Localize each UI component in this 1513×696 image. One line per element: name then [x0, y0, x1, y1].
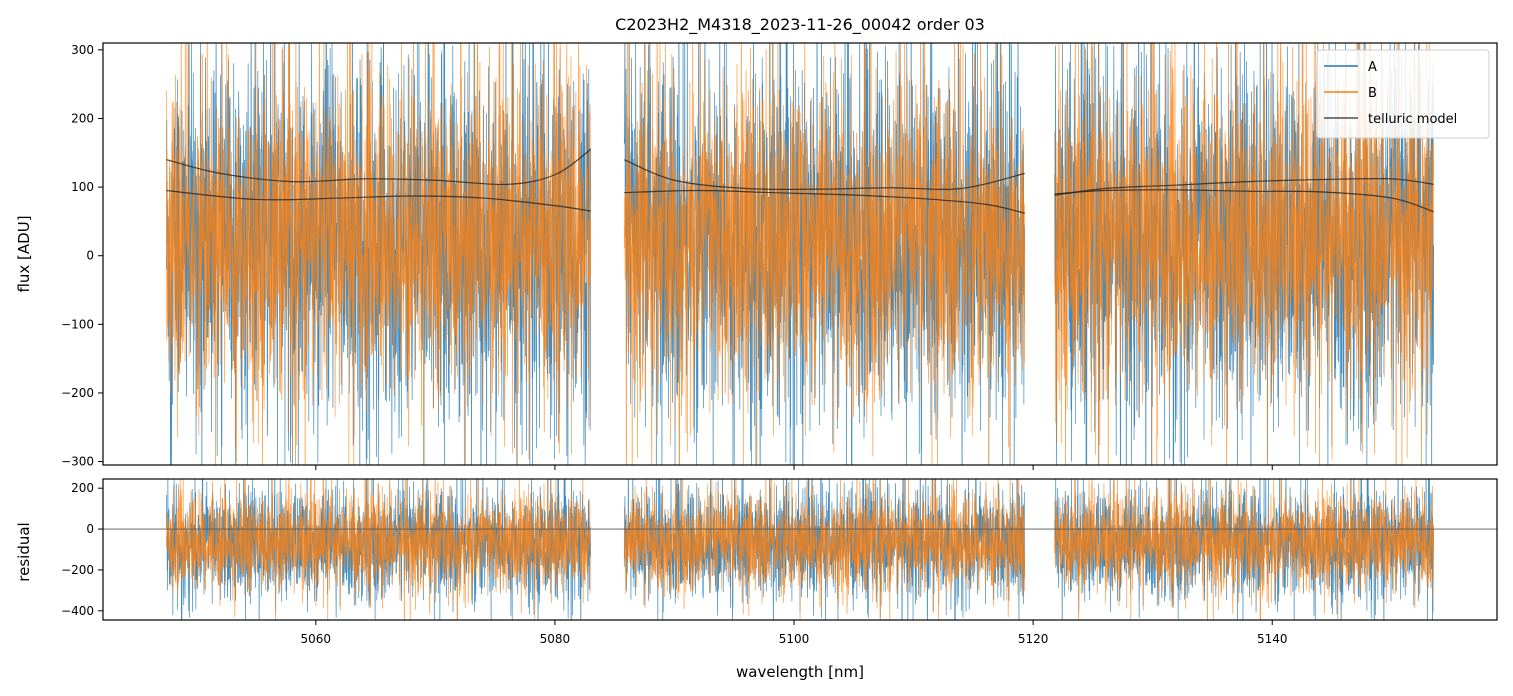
flux-panel: −300 −200 −100 0 100 200 300 flux [ADU] A B te…	[15, 42, 1498, 470]
legend-label-telluric: telluric model	[1368, 112, 1457, 127]
telluric-model-curve-2	[166, 189, 591, 212]
series-b-segment-3	[1054, 479, 1434, 620]
xtick-label: 5100	[779, 632, 810, 646]
residual-ylabel: residual	[15, 522, 33, 581]
flux-ytick-label: 200	[71, 111, 94, 125]
xtick-label: 5060	[301, 632, 332, 646]
flux-ylabel: flux [ADU]	[15, 215, 33, 292]
legend-box	[1316, 49, 1490, 139]
flux-axes-frame	[102, 42, 1498, 466]
flux-ytick-label: −300	[61, 455, 94, 469]
series-b-segment-3	[1054, 43, 1434, 465]
legend: A B telluric model	[1316, 49, 1490, 139]
telluric-model-curve-5	[1054, 177, 1434, 196]
telluric-model-curve-6	[1054, 189, 1434, 213]
series-b-segment-2	[623, 43, 1026, 465]
xtick-label: 5080	[540, 632, 571, 646]
flux-ytick-label: 100	[71, 180, 94, 194]
flux-ytick-label: −100	[61, 317, 94, 331]
telluric-model-curve-3	[624, 159, 1025, 191]
residual-x-ticks: 5060 5080 5100 5120 5140	[301, 620, 1288, 646]
telluric-model-curve-4	[624, 189, 1025, 214]
flux-plot-area	[166, 43, 1434, 465]
series-b-segment-1	[166, 43, 592, 465]
chart-title: C2023H2_M4318_2023-11-26_00042 order 03	[615, 15, 985, 35]
xtick-label: 5120	[1018, 632, 1049, 646]
residual-plot-area	[103, 479, 1497, 620]
residual-y-ticks: −400 −200 0 200	[61, 481, 103, 618]
residual-ytick-label: 200	[71, 481, 94, 495]
flux-ytick-label: 300	[71, 43, 94, 57]
residual-axes-frame	[102, 478, 1498, 621]
flux-y-ticks: −300 −200 −100 0 100 200 300	[61, 43, 103, 469]
flux-x-ticks	[315, 465, 1273, 470]
residual-ytick-label: −400	[61, 604, 94, 618]
residual-panel: −400 −200 0 200 5060 5080 5100 5120 5140 residu…	[15, 478, 1498, 681]
legend-label-b: B	[1368, 86, 1377, 101]
xlabel: wavelength [nm]	[736, 663, 864, 681]
residual-ytick-label: −200	[61, 563, 94, 577]
residual-ytick-label: 0	[86, 522, 94, 536]
flux-ytick-label: −200	[61, 386, 94, 400]
legend-label-a: A	[1368, 60, 1377, 75]
telluric-model-curve-1	[166, 148, 592, 186]
xtick-label: 5140	[1257, 632, 1288, 646]
flux-ytick-label: 0	[86, 249, 94, 263]
series-b-segment-1	[166, 479, 592, 620]
series-b-segment-2	[623, 479, 1026, 620]
